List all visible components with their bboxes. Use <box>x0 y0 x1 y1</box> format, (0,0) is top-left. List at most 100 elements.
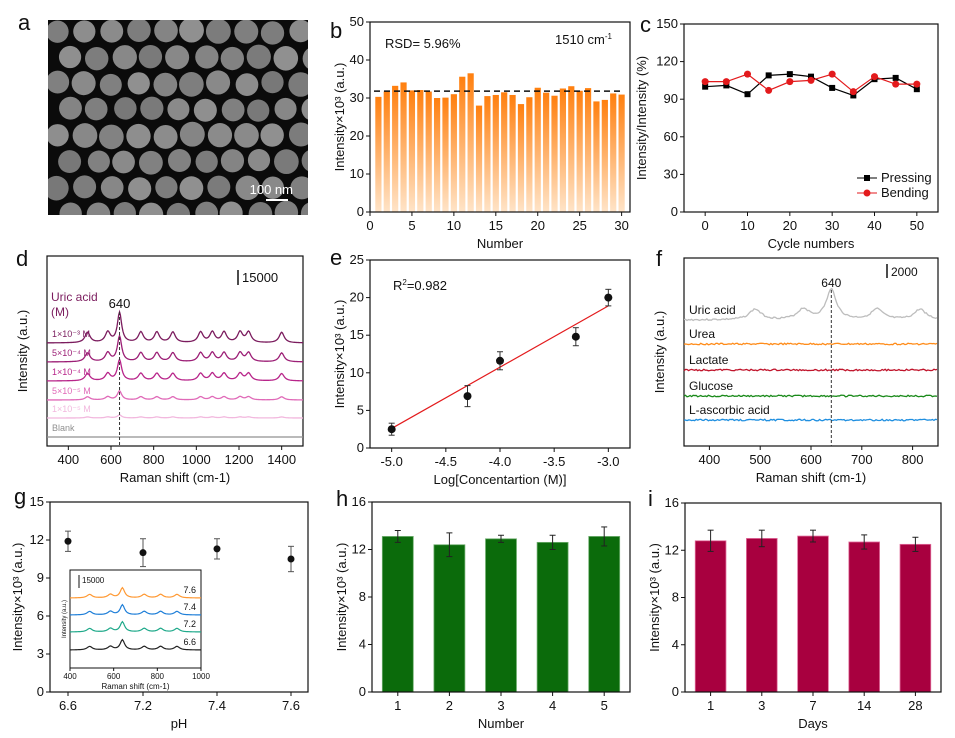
nanoparticle <box>195 45 219 69</box>
nanoparticle <box>73 175 97 199</box>
panel-b-ytick-label: 0 <box>357 204 364 219</box>
panel-label-d: d <box>16 246 28 271</box>
nanoparticle <box>71 71 96 96</box>
panel-f-frame <box>683 257 939 447</box>
nanoparticle <box>112 150 135 174</box>
legend-label: Bending <box>881 185 929 200</box>
panel-c-xtick-label: 40 <box>867 218 881 233</box>
marker-pressing <box>829 84 836 91</box>
panel-label-g: g <box>14 484 26 509</box>
nanoparticle <box>72 123 98 148</box>
nanoparticle <box>260 123 284 147</box>
rsd-annotation: RSD= 5.96% <box>385 36 461 51</box>
panel-g-xtick-label: 6.6 <box>59 698 77 713</box>
spectrum-line <box>683 418 938 422</box>
bar-b <box>517 104 525 212</box>
nanoparticle <box>154 20 178 43</box>
data-point <box>387 425 396 434</box>
bar-b <box>601 99 608 212</box>
panel-b-xtick-label: 25 <box>572 218 586 233</box>
bar-b <box>467 73 474 212</box>
panel-e-xtick-label: -4.0 <box>489 454 511 469</box>
nanoparticle <box>234 123 259 148</box>
panel-h-ytick-label: 0 <box>359 684 366 699</box>
nanoparticle <box>179 121 205 147</box>
nanoparticle <box>260 21 285 45</box>
panel-h-ytick-label: 12 <box>352 542 366 557</box>
superscript: 2 <box>402 278 407 287</box>
marker-bending <box>807 76 815 84</box>
panel-d-xtick-label: 600 <box>100 452 122 467</box>
panel-c-ytick-label: 0 <box>671 204 678 219</box>
data-point <box>496 356 504 365</box>
nanoparticle <box>138 44 163 69</box>
panel-c-frame <box>683 23 939 213</box>
nanoparticle <box>235 175 260 201</box>
bar-b <box>383 91 390 212</box>
scale-bar-label: 15000 <box>242 270 278 285</box>
panel-e-ytick-label: 10 <box>350 365 364 380</box>
nanoparticle <box>113 202 136 215</box>
nanoparticle <box>165 45 190 70</box>
panel-c-ytick-label: 90 <box>664 91 678 106</box>
panel-e-xtick-label: -3.0 <box>597 454 619 469</box>
bar-i <box>848 541 880 693</box>
bar-h <box>381 536 414 693</box>
nanoparticle <box>246 44 271 69</box>
panel-g-ytick-label: 0 <box>37 684 44 699</box>
panel-f-xlabel: Raman shift (cm-1) <box>756 470 867 485</box>
panel-b-xtick-label: 10 <box>447 218 461 233</box>
nanoparticle <box>179 176 204 201</box>
legend-title: (M) <box>51 305 69 319</box>
panel-g-xtick-label: 7.6 <box>282 698 300 713</box>
bar-b <box>584 88 592 212</box>
bar-b <box>559 88 567 212</box>
panel-i-ytick-label: 8 <box>672 590 679 605</box>
inset-series-label: 6.6 <box>183 637 196 647</box>
panel-label-i: i <box>648 486 653 511</box>
series-label: Blank <box>52 423 75 433</box>
nanoparticle <box>234 20 259 44</box>
panel-h-ytick-label: 4 <box>359 637 366 652</box>
nanoparticle <box>206 70 231 95</box>
marker-bending <box>786 78 794 86</box>
legend-label: Pressing <box>881 170 932 185</box>
nanoparticle <box>153 72 178 97</box>
bar-h <box>536 541 569 693</box>
panel-h-xtick-label: 3 <box>497 698 504 713</box>
inset-series-label: 7.6 <box>183 585 196 595</box>
panel-c-ytick-label: 30 <box>664 166 678 181</box>
data-point <box>571 332 580 341</box>
nanoparticle <box>247 99 270 122</box>
series-label: Urea <box>689 327 715 341</box>
wavenumber-annotation: 1510 cm-1 <box>555 32 613 47</box>
inset-series-label: 7.4 <box>183 602 196 612</box>
panel-h-xtick-label: 2 <box>446 698 453 713</box>
panel-b-xtick-label: 30 <box>614 218 628 233</box>
nanoparticle <box>167 149 192 173</box>
bar-b <box>450 94 457 212</box>
nanoparticle <box>86 202 111 215</box>
panel-i-xtick-label: 28 <box>908 698 922 713</box>
spectrum-line <box>683 394 938 398</box>
series-label: Uric acid <box>689 303 736 317</box>
bar-b <box>534 87 541 212</box>
legend-marker <box>863 189 871 197</box>
nanoparticle <box>261 70 284 94</box>
nanoparticle <box>48 70 70 94</box>
panel-h-ytick-label: 8 <box>359 589 366 604</box>
panel-f-xtick-label: 600 <box>800 452 822 467</box>
marker-bending <box>849 88 857 96</box>
panel-e-ytick-label: 25 <box>350 252 364 267</box>
panel-f-xtick-label: 500 <box>749 452 771 467</box>
nanoparticle <box>59 202 82 215</box>
peak-label: 640 <box>109 296 131 311</box>
panel-d-xtick-label: 1400 <box>267 452 296 467</box>
data-point <box>604 293 613 302</box>
panel-f-ylabel: Intensity (a.u.) <box>652 311 667 393</box>
bar-b <box>425 91 432 212</box>
inset-xtick-label: 600 <box>107 672 121 681</box>
panel-c-xlabel: Cycle numbers <box>768 236 855 251</box>
panel-e: 0 5 10 15 20 25 -5.0 -4.5 -4.0 -3.5 -3.0 Intensity×… <box>330 245 631 487</box>
